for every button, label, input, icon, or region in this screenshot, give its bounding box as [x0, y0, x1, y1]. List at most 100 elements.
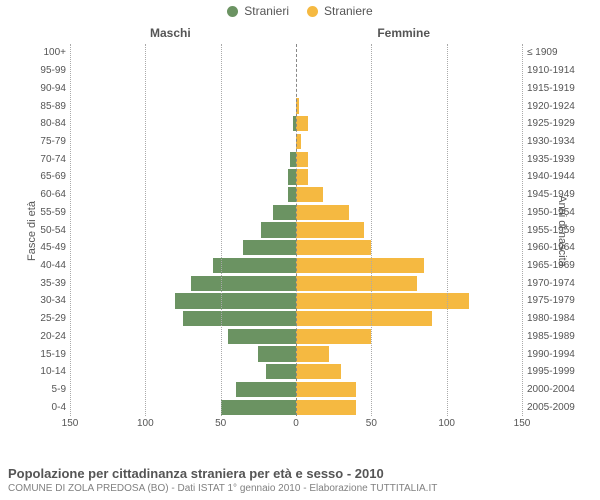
bar-male: [261, 222, 296, 237]
birth-label: 1990-1994: [527, 345, 582, 363]
footer-title: Popolazione per cittadinanza straniera p…: [8, 466, 592, 481]
grid-line: [221, 44, 222, 416]
bar-male: [258, 346, 296, 361]
age-label: 25-29: [18, 310, 66, 328]
bar-female: [296, 205, 349, 220]
bar-female: [296, 258, 424, 273]
birth-label: 1940-1944: [527, 168, 582, 186]
age-label: 5-9: [18, 381, 66, 399]
bar-female: [296, 116, 308, 131]
x-tick: 150: [514, 418, 531, 429]
legend-item-female: Straniere: [307, 4, 373, 18]
bar-female: [296, 187, 323, 202]
birth-label: 1935-1939: [527, 150, 582, 168]
age-label: 100+: [18, 44, 66, 62]
age-label: 95-99: [18, 62, 66, 80]
age-label: 80-84: [18, 115, 66, 133]
age-label: 10-14: [18, 363, 66, 381]
bar-male: [243, 240, 296, 255]
grid-line: [70, 44, 71, 416]
bar-female: [296, 276, 417, 291]
bar-female: [296, 240, 371, 255]
bar-male: [175, 293, 296, 308]
col-title-maschi: Maschi: [150, 26, 191, 40]
bar-male: [213, 258, 296, 273]
birth-label: 1980-1984: [527, 310, 582, 328]
legend-label-male: Stranieri: [244, 4, 289, 18]
bar-female: [296, 364, 341, 379]
birth-label: ≤ 1909: [527, 44, 582, 62]
bar-male: [236, 382, 296, 397]
x-tick: 0: [293, 418, 299, 429]
birth-label: 1930-1934: [527, 133, 582, 151]
birth-label: 1970-1974: [527, 274, 582, 292]
grid-line: [522, 44, 523, 416]
age-label: 0-4: [18, 398, 66, 416]
legend-item-male: Stranieri: [227, 4, 289, 18]
age-label: 35-39: [18, 274, 66, 292]
bar-male: [228, 329, 296, 344]
x-tick: 50: [366, 418, 377, 429]
bar-female: [296, 382, 356, 397]
age-label: 15-19: [18, 345, 66, 363]
bar-female: [296, 329, 371, 344]
age-label: 65-69: [18, 168, 66, 186]
bar-male: [221, 400, 296, 415]
pyramid-chart: Maschi Femmine Fasce di età Anni di nasc…: [0, 26, 600, 436]
age-label: 55-59: [18, 203, 66, 221]
birth-label: 1975-1979: [527, 292, 582, 310]
x-tick: 150: [62, 418, 79, 429]
female-half: [296, 44, 522, 416]
bar-male: [183, 311, 296, 326]
bar-female: [296, 169, 308, 184]
legend-label-female: Straniere: [324, 4, 373, 18]
age-label: 60-64: [18, 186, 66, 204]
bar-male: [266, 364, 296, 379]
bar-female: [296, 293, 469, 308]
plot-area: [70, 44, 522, 416]
bar-female: [296, 346, 329, 361]
bar-male: [273, 205, 296, 220]
x-tick: 50: [215, 418, 226, 429]
male-half: [70, 44, 296, 416]
legend-swatch-male: [227, 6, 238, 17]
grid-line: [145, 44, 146, 416]
age-label: 85-89: [18, 97, 66, 115]
birth-label: 2000-2004: [527, 381, 582, 399]
birth-label: 1925-1929: [527, 115, 582, 133]
age-label: 90-94: [18, 79, 66, 97]
center-axis: [296, 44, 297, 416]
age-label: 40-44: [18, 257, 66, 275]
bar-male: [288, 169, 296, 184]
age-label: 75-79: [18, 133, 66, 151]
birth-label: 1955-1959: [527, 221, 582, 239]
bar-female: [296, 311, 432, 326]
birth-label: 1915-1919: [527, 79, 582, 97]
x-axis-ticks: 15010050050100150: [70, 418, 522, 434]
birth-label: 1960-1964: [527, 239, 582, 257]
x-tick: 100: [438, 418, 455, 429]
bar-male: [288, 187, 296, 202]
bar-female: [296, 222, 364, 237]
bar-female: [296, 400, 356, 415]
birth-labels: ≤ 19091910-19141915-19191920-19241925-19…: [527, 44, 582, 416]
legend: Stranieri Straniere: [0, 0, 600, 18]
age-label: 30-34: [18, 292, 66, 310]
legend-swatch-female: [307, 6, 318, 17]
footer-subtitle: COMUNE DI ZOLA PREDOSA (BO) - Dati ISTAT…: [8, 483, 592, 494]
birth-label: 1995-1999: [527, 363, 582, 381]
age-labels: 100+95-9990-9485-8980-8475-7970-7465-696…: [18, 44, 66, 416]
bar-female: [296, 152, 308, 167]
birth-label: 1910-1914: [527, 62, 582, 80]
age-label: 50-54: [18, 221, 66, 239]
birth-label: 1950-1954: [527, 203, 582, 221]
age-label: 45-49: [18, 239, 66, 257]
birth-label: 1920-1924: [527, 97, 582, 115]
col-title-femmine: Femmine: [377, 26, 430, 40]
age-label: 70-74: [18, 150, 66, 168]
chart-footer: Popolazione per cittadinanza straniera p…: [8, 466, 592, 494]
bar-male: [191, 276, 296, 291]
birth-label: 1965-1969: [527, 257, 582, 275]
birth-label: 2005-2009: [527, 398, 582, 416]
grid-line: [447, 44, 448, 416]
